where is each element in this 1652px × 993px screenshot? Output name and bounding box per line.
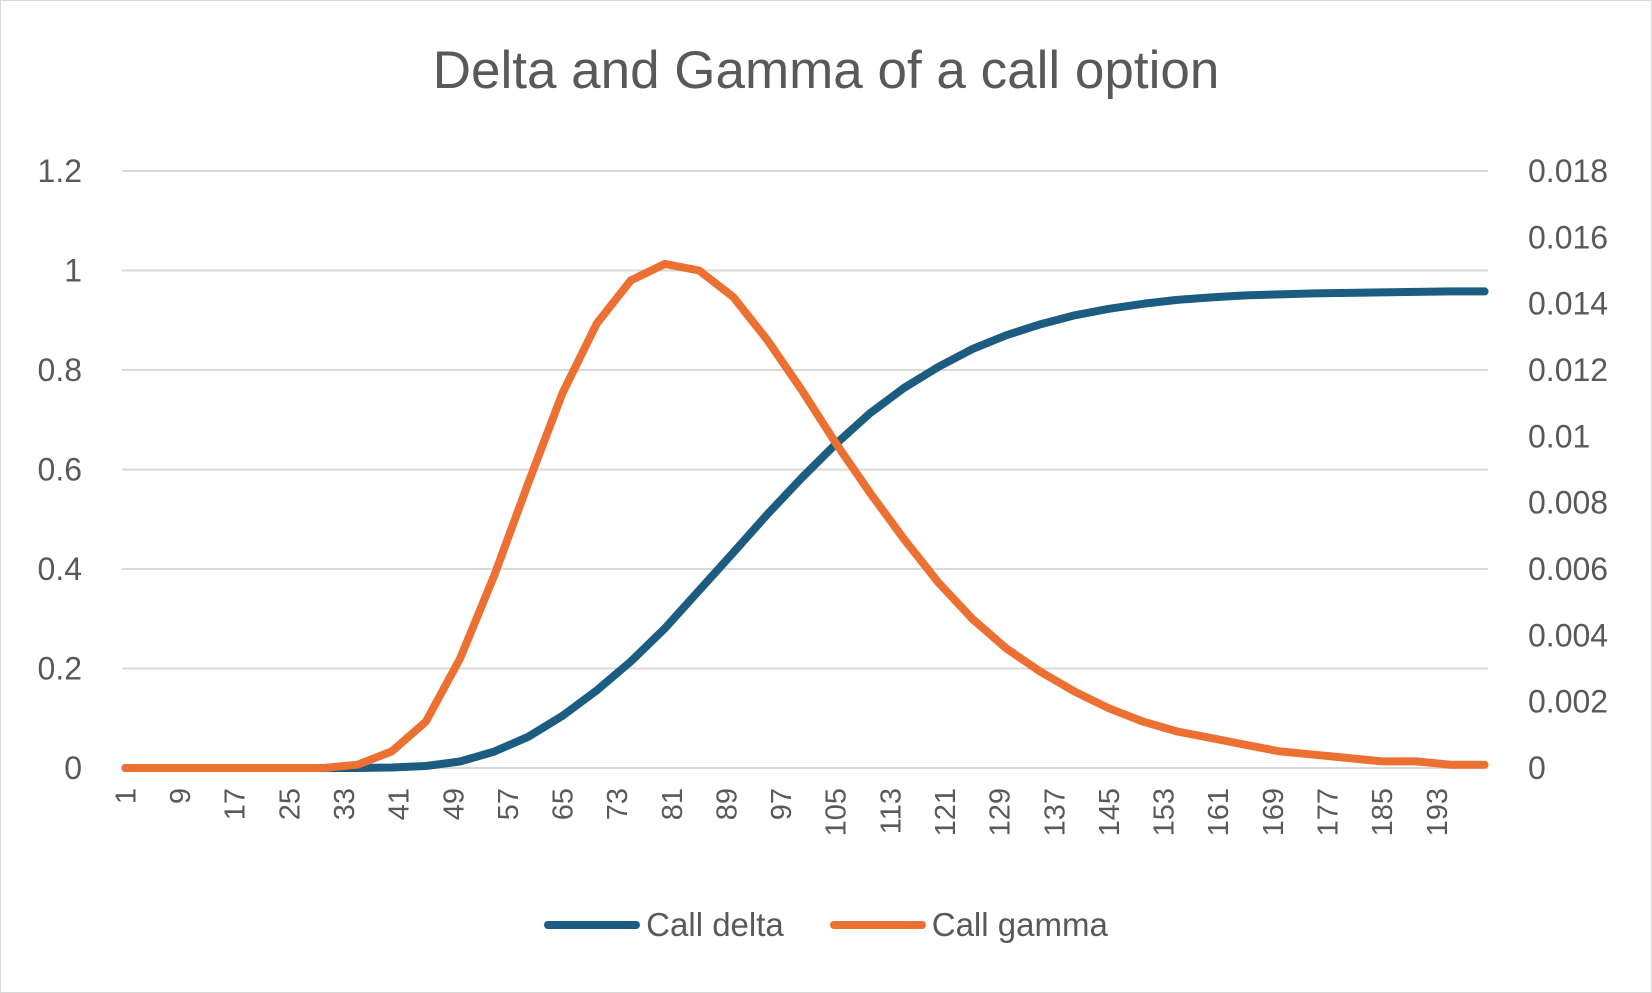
x-tick-label: 33 [329, 788, 361, 820]
legend-item-call-delta[interactable]: Call delta [544, 906, 784, 944]
x-tick-label: 153 [1149, 788, 1181, 836]
left-tick-label: 0.6 [38, 452, 82, 488]
x-tick-label: 73 [602, 788, 634, 820]
call-delta-line [121, 287, 1489, 772]
x-tick-label: 89 [711, 788, 743, 820]
left-tick-label: 1 [64, 253, 82, 289]
legend-swatch-gamma [829, 921, 926, 929]
x-tick-label: 193 [1422, 788, 1454, 836]
right-tick-label: 0.01 [1528, 418, 1590, 454]
call-gamma-line [121, 259, 1489, 772]
x-tick-label: 145 [1094, 788, 1126, 836]
x-tick-label: 49 [438, 788, 470, 820]
right-tick-label: 0.014 [1528, 286, 1608, 322]
legend-label-gamma: Call gamma [931, 906, 1108, 943]
left-tick-label: 0 [64, 750, 82, 786]
x-tick-label: 57 [493, 788, 525, 820]
x-tick-label: 121 [930, 788, 962, 836]
x-tick-label: 129 [985, 788, 1017, 836]
x-tick-label: 97 [766, 788, 798, 820]
right-tick-label: 0.002 [1528, 684, 1608, 720]
right-tick-label: 0.012 [1528, 352, 1608, 388]
left-tick-label: 1.2 [38, 153, 82, 189]
chart-title: Delta and Gamma of a call option [432, 41, 1220, 100]
x-tick-label: 9 [165, 788, 197, 804]
x-tick-label: 41 [384, 788, 416, 820]
x-tick-label: 25 [274, 788, 306, 820]
x-tick-label: 17 [220, 788, 252, 820]
x-tick-label: 137 [1039, 788, 1071, 836]
left-axis: 0 0.2 0.4 0.6 0.8 1 1.2 [38, 153, 82, 786]
left-tick-label: 0.4 [38, 551, 82, 587]
left-tick-label: 0.8 [38, 352, 82, 388]
x-tick-label: 161 [1203, 788, 1235, 836]
right-tick-label: 0.008 [1528, 485, 1608, 521]
legend-swatch-delta [544, 921, 641, 929]
legend-label-delta: Call delta [646, 906, 784, 943]
left-tick-label: 0.2 [38, 651, 82, 687]
right-tick-label: 0.016 [1528, 219, 1608, 255]
x-tick-label: 1 [110, 788, 142, 804]
series-lines [121, 259, 1489, 772]
gridlines [122, 170, 1488, 769]
x-tick-label: 113 [875, 788, 907, 834]
x-tick-label: 177 [1312, 788, 1344, 836]
right-tick-label: 0.006 [1528, 551, 1608, 587]
x-tick-label: 185 [1367, 788, 1399, 836]
x-tick-label: 105 [821, 788, 853, 836]
legend-item-call-gamma[interactable]: Call gamma [829, 906, 1108, 944]
x-tick-label: 169 [1258, 788, 1290, 836]
x-tick-label: 81 [657, 788, 689, 820]
x-tick-label: 65 [548, 788, 580, 820]
right-tick-label: 0.004 [1528, 617, 1608, 653]
x-axis: 1 9 17 25 33 41 49 57 65 73 81 89 97 105 113 121 129 137 1… [110, 788, 1453, 836]
legend: Call delta Call gamma [0, 900, 1652, 950]
right-tick-label: 0 [1528, 750, 1546, 786]
right-tick-label: 0.018 [1528, 153, 1608, 189]
right-axis: 0 0.002 0.004 0.006 0.008 0.01 0.012 0.014 0.016… [1528, 153, 1608, 786]
